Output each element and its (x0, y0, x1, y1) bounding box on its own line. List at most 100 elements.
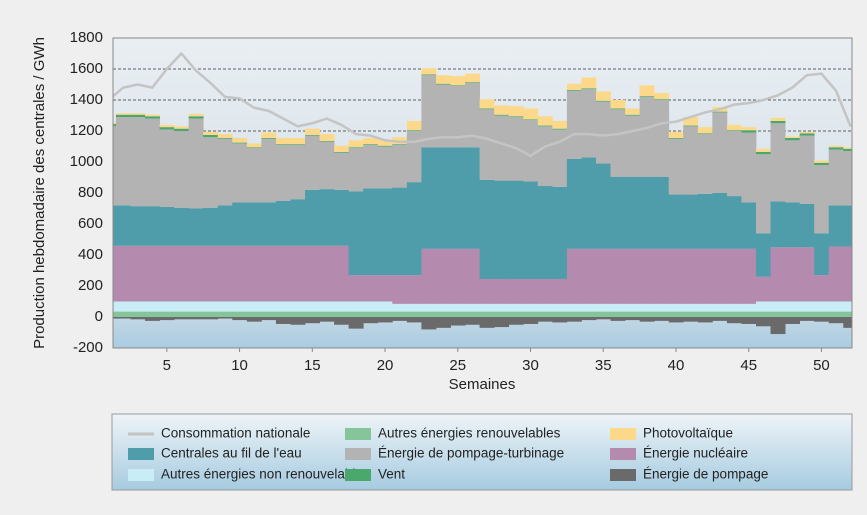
bar-segment (290, 137, 306, 145)
bar-segment (843, 147, 852, 149)
bar-segment (668, 303, 684, 312)
bar-segment (305, 135, 320, 190)
bar-segment (261, 132, 277, 138)
bar-segment (319, 141, 335, 142)
bar-segment (625, 248, 641, 304)
bar-segment (392, 275, 408, 304)
bar-segment (435, 317, 451, 328)
bar-segment (435, 311, 451, 317)
bar-segment (712, 112, 728, 193)
bar-segment (523, 317, 539, 324)
bar-segment (290, 199, 306, 246)
bar-segment (755, 233, 771, 277)
bar-segment (465, 147, 480, 249)
bar-segment (494, 115, 510, 181)
x-tick-label: 10 (231, 357, 248, 374)
bar-segment (581, 157, 597, 249)
bar-segment (203, 245, 219, 302)
bar-segment (770, 201, 786, 248)
bar-segment (741, 317, 757, 324)
bar-segment (523, 108, 539, 120)
bar-segment (232, 202, 248, 246)
bar-segment (465, 82, 480, 148)
bar-segment (741, 303, 757, 312)
x-tick-label: 25 (449, 357, 466, 374)
bar-segment (232, 301, 248, 312)
bar-segment (188, 113, 204, 117)
bar-segment (814, 233, 830, 276)
bar-segment (145, 317, 160, 321)
bar-segment (610, 100, 626, 109)
x-tick-label: 50 (813, 357, 830, 374)
bar-segment (479, 99, 495, 109)
bar-segment (523, 303, 539, 312)
bar-segment (828, 149, 844, 206)
bar-segment (319, 311, 335, 317)
bar-segment (755, 301, 771, 312)
bar-segment (726, 317, 742, 324)
bar-segment (232, 137, 248, 143)
bar-segment (537, 116, 553, 126)
bar-segment (159, 129, 175, 207)
bar-segment (319, 141, 335, 190)
bar-segment (726, 130, 742, 131)
bar-segment (392, 317, 408, 321)
bar-segment (595, 311, 611, 317)
bar-segment (843, 301, 852, 312)
bar-segment (639, 96, 655, 97)
bar-segment (203, 131, 219, 135)
bar-segment (334, 151, 350, 153)
bar-segment (785, 137, 801, 141)
bar-segment (348, 140, 364, 148)
bar-segment (174, 311, 190, 317)
bar-segment (406, 182, 422, 276)
bar-segment (392, 303, 408, 312)
bar-segment (232, 245, 248, 302)
bar-segment (595, 100, 611, 102)
bar-segment (377, 275, 393, 302)
bar-segment (785, 202, 801, 248)
bar-segment (217, 311, 233, 317)
legend-swatch (345, 448, 371, 460)
bar-segment (785, 311, 801, 317)
bar-segment (726, 131, 742, 197)
bar-segment (319, 301, 335, 312)
bar-segment (625, 176, 641, 249)
x-tick-label: 15 (304, 357, 321, 374)
bar-segment (494, 114, 510, 116)
bar-segment (406, 317, 422, 323)
bar-segment (174, 317, 190, 320)
bar-segment (145, 118, 160, 207)
bar-segment (741, 248, 757, 304)
bar-segment (290, 317, 306, 325)
bar-segment (421, 75, 437, 148)
bar-segment (523, 181, 539, 280)
bar-segment (712, 317, 728, 321)
bar-segment (246, 301, 262, 312)
y-tick-label: -200 (73, 339, 103, 356)
bar-segment (610, 108, 626, 110)
bar-segment (290, 144, 306, 145)
bar-segment (814, 160, 830, 163)
bar-segment (174, 301, 190, 312)
bar-segment (406, 120, 422, 131)
bar-segment (130, 114, 146, 118)
bar-segment (435, 84, 451, 148)
bar-segment (479, 317, 495, 328)
bar-segment (392, 311, 408, 317)
bar-segment (290, 245, 306, 302)
bar-segment (610, 248, 626, 304)
bar-segment (305, 128, 320, 135)
bar-segment (755, 311, 771, 317)
y-tick-label: 400 (78, 246, 103, 263)
bar-segment (683, 194, 699, 249)
bar-segment (130, 206, 146, 246)
bar-segment (130, 117, 146, 207)
bar-segment (348, 148, 364, 192)
bar-segment (581, 311, 597, 317)
bar-segment (494, 303, 510, 312)
bar-segment (654, 303, 670, 312)
bar-segment (610, 317, 626, 321)
bar-segment (261, 245, 277, 302)
bar-segment (770, 120, 786, 124)
